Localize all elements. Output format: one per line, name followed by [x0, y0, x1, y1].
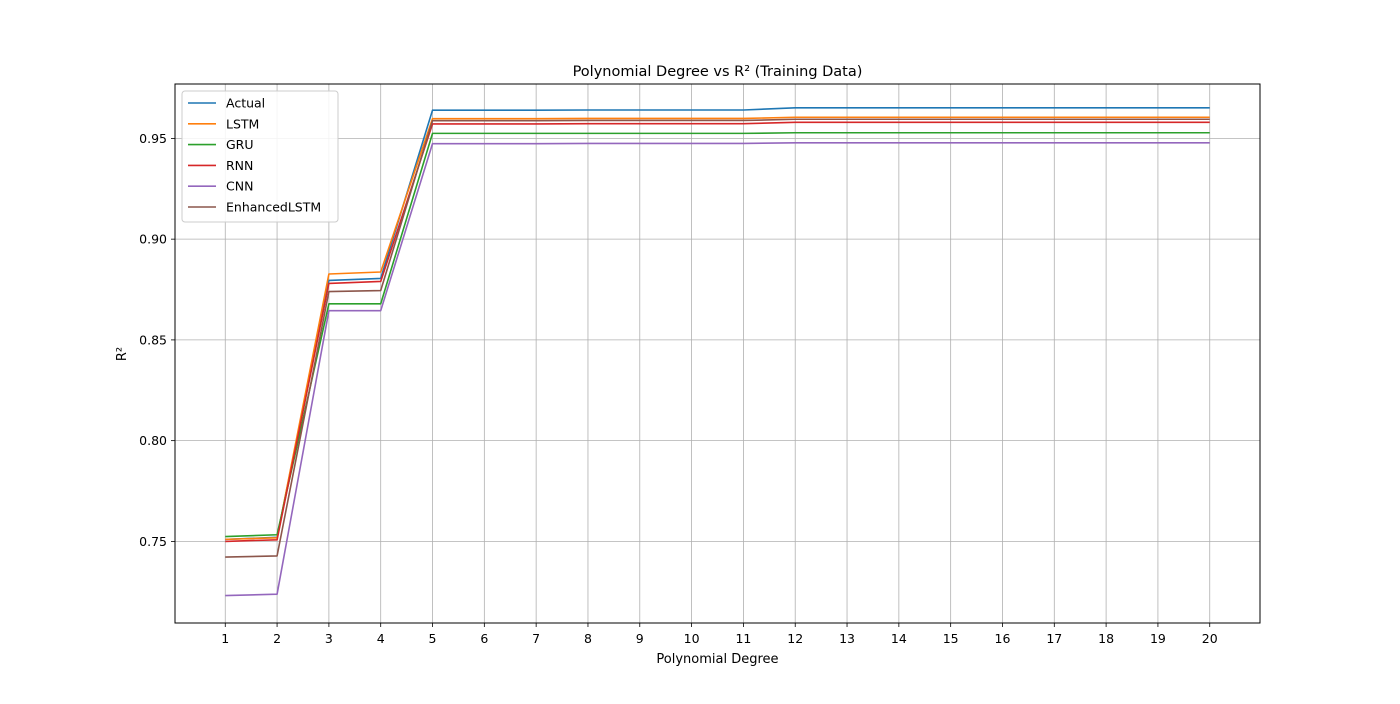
series-line-rnn	[225, 121, 1210, 543]
x-tick-label: 19	[1150, 631, 1166, 646]
legend-label-enhancedlstm: EnhancedLSTM	[226, 200, 321, 215]
x-tick-label: 18	[1098, 631, 1114, 646]
y-axis-ticks: 0.75 0.80 0.85 0.90 0.95	[139, 131, 175, 549]
x-tick-label: 15	[943, 631, 959, 646]
x-tick-label: 1	[221, 631, 229, 646]
grid-layer	[175, 84, 1260, 623]
x-tick-label: 14	[891, 631, 907, 646]
x-tick-label: 12	[787, 631, 803, 646]
x-axis-ticks: 1 2 3 4 5 6 7 8 9 10 11 12 13 14 15 16 17 18 19 20	[221, 623, 1218, 646]
x-tick-label: 4	[377, 631, 385, 646]
x-tick-label: 20	[1202, 631, 1218, 646]
x-axis-label: Polynomial Degree	[656, 652, 778, 667]
series-line-actual	[225, 106, 1210, 541]
series-line-enhancedlstm	[225, 118, 1210, 558]
series-layer	[225, 106, 1210, 597]
y-tick-label: 0.75	[139, 534, 167, 549]
legend-label-lstm: LSTM	[226, 116, 259, 131]
x-tick-label: 5	[429, 631, 437, 646]
x-tick-label: 9	[636, 631, 644, 646]
legend: Actual LSTM GRU RNN CNN EnhancedLSTM	[181, 90, 339, 223]
x-tick-label: 6	[480, 631, 488, 646]
legend-label-gru: GRU	[226, 137, 254, 152]
y-tick-label: 0.80	[139, 433, 167, 448]
legend-label-actual: Actual	[226, 96, 265, 111]
x-tick-label: 2	[273, 631, 281, 646]
y-tick-label: 0.90	[139, 232, 167, 247]
x-tick-label: 17	[1046, 631, 1062, 646]
series-line-lstm	[225, 116, 1210, 541]
legend-items: Actual LSTM GRU RNN CNN EnhancedLSTM	[188, 96, 321, 215]
x-tick-label: 13	[839, 631, 855, 646]
x-tick-label: 3	[325, 631, 333, 646]
series-line-gru	[225, 131, 1210, 538]
y-tick-label: 0.85	[139, 332, 167, 347]
series-line-cnn	[225, 142, 1210, 597]
y-axis-label: R²	[115, 347, 130, 361]
x-tick-label: 11	[735, 631, 751, 646]
x-tick-label: 10	[684, 631, 700, 646]
x-tick-label: 7	[532, 631, 540, 646]
x-tick-label: 16	[995, 631, 1011, 646]
plot-area-frame	[174, 83, 1261, 624]
y-tick-label: 0.95	[139, 131, 167, 146]
legend-label-rnn: RNN	[226, 158, 253, 173]
x-tick-label: 8	[584, 631, 592, 646]
legend-frame	[181, 90, 339, 223]
legend-label-cnn: CNN	[226, 179, 253, 194]
chart-title: Polynomial Degree vs R² (Training Data)	[573, 64, 863, 80]
